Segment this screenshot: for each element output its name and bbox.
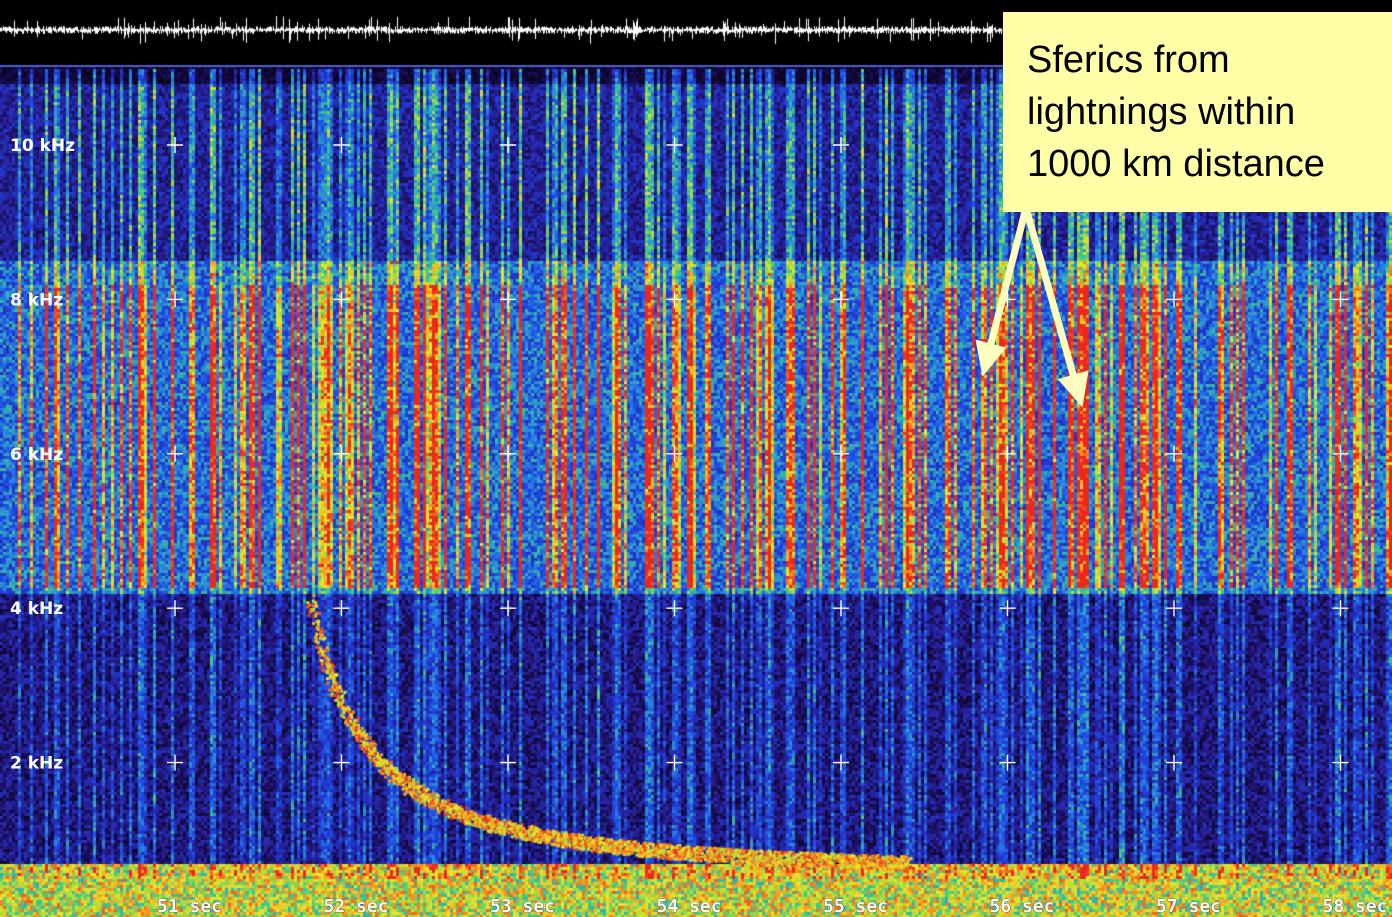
- grid-plus-marker: [500, 137, 516, 153]
- grid-plus-marker: [1166, 754, 1182, 771]
- annotation-arrow-head: [1057, 370, 1089, 408]
- y-tick-label: 6 kHz: [10, 445, 63, 465]
- annotation-arrow-shaft: [1022, 207, 1079, 384]
- grid-plus-marker: [1332, 600, 1349, 617]
- grid-plus-marker: [999, 754, 1016, 771]
- grid-plus-marker: [666, 291, 683, 308]
- grid-plus-marker: [999, 600, 1016, 617]
- x-tick-label: 55 sec: [823, 896, 888, 917]
- grid-plus-marker: [1332, 291, 1349, 308]
- grid-plus-marker: [500, 600, 516, 617]
- grid-plus-marker: [833, 291, 849, 308]
- x-tick-label: 56 sec: [990, 896, 1055, 917]
- annotation-arrows: [975, 207, 1089, 408]
- grid-plus-marker: [666, 445, 683, 462]
- y-tick-label: 10 kHz: [10, 136, 75, 156]
- grid-plus-marker: [833, 137, 849, 153]
- x-tick-label: 51 sec: [157, 896, 222, 917]
- grid-plus-marker: [167, 600, 183, 617]
- grid-plus-marker: [1332, 754, 1349, 771]
- grid-plus-marker: [833, 600, 849, 617]
- x-tick-label: 52 sec: [324, 896, 389, 917]
- x-tick-label: 57 sec: [1156, 896, 1221, 917]
- grid-plus-marker: [500, 754, 516, 771]
- grid-plus-marker: [333, 600, 350, 617]
- annotation-line-3: 1000 km distance: [1027, 143, 1325, 185]
- grid-plus-marker: [167, 291, 183, 308]
- grid-plus-marker: [1166, 445, 1182, 462]
- annotation-line-2: lightnings within: [1027, 91, 1296, 133]
- grid-plus-marker: [666, 754, 683, 771]
- y-tick-label: 4 kHz: [10, 599, 63, 619]
- annotation-line-1: Sferics from: [1027, 39, 1230, 81]
- grid-markers: [167, 137, 1349, 771]
- y-axis-ticks: 10 kHz 8 kHz 6 kHz 4 kHz 2 kHz: [10, 136, 75, 774]
- grid-plus-marker: [333, 445, 350, 462]
- grid-plus-marker: [833, 445, 849, 462]
- x-tick-label: 53 sec: [490, 896, 555, 917]
- grid-plus-marker: [833, 754, 849, 771]
- x-tick-label: 54 sec: [657, 896, 722, 917]
- grid-plus-marker: [167, 754, 183, 771]
- grid-plus-marker: [500, 445, 516, 462]
- grid-plus-marker: [1332, 445, 1349, 462]
- grid-plus-marker: [333, 137, 350, 153]
- y-tick-label: 2 kHz: [10, 754, 63, 774]
- grid-plus-marker: [167, 445, 183, 462]
- annotation-arrow-shaft: [985, 207, 1030, 353]
- grid-plus-marker: [1166, 600, 1182, 617]
- grid-plus-marker: [333, 754, 350, 771]
- grid-plus-marker: [999, 445, 1016, 462]
- y-tick-label: 8 kHz: [10, 290, 63, 310]
- annotation-callout: Sferics from lightnings within 1000 km d…: [1003, 12, 1392, 212]
- grid-plus-marker: [167, 137, 183, 153]
- grid-plus-marker: [333, 291, 350, 308]
- x-tick-label: 58 sec: [1323, 896, 1388, 917]
- grid-plus-marker: [1166, 291, 1182, 308]
- grid-plus-marker: [500, 291, 516, 308]
- grid-plus-marker: [666, 600, 683, 617]
- grid-plus-marker: [666, 137, 683, 153]
- annotation-arrow-head: [975, 339, 1007, 377]
- x-axis-ticks: 51 sec 52 sec 53 sec 54 sec 55 sec 56 sec 57 s…: [157, 896, 1388, 917]
